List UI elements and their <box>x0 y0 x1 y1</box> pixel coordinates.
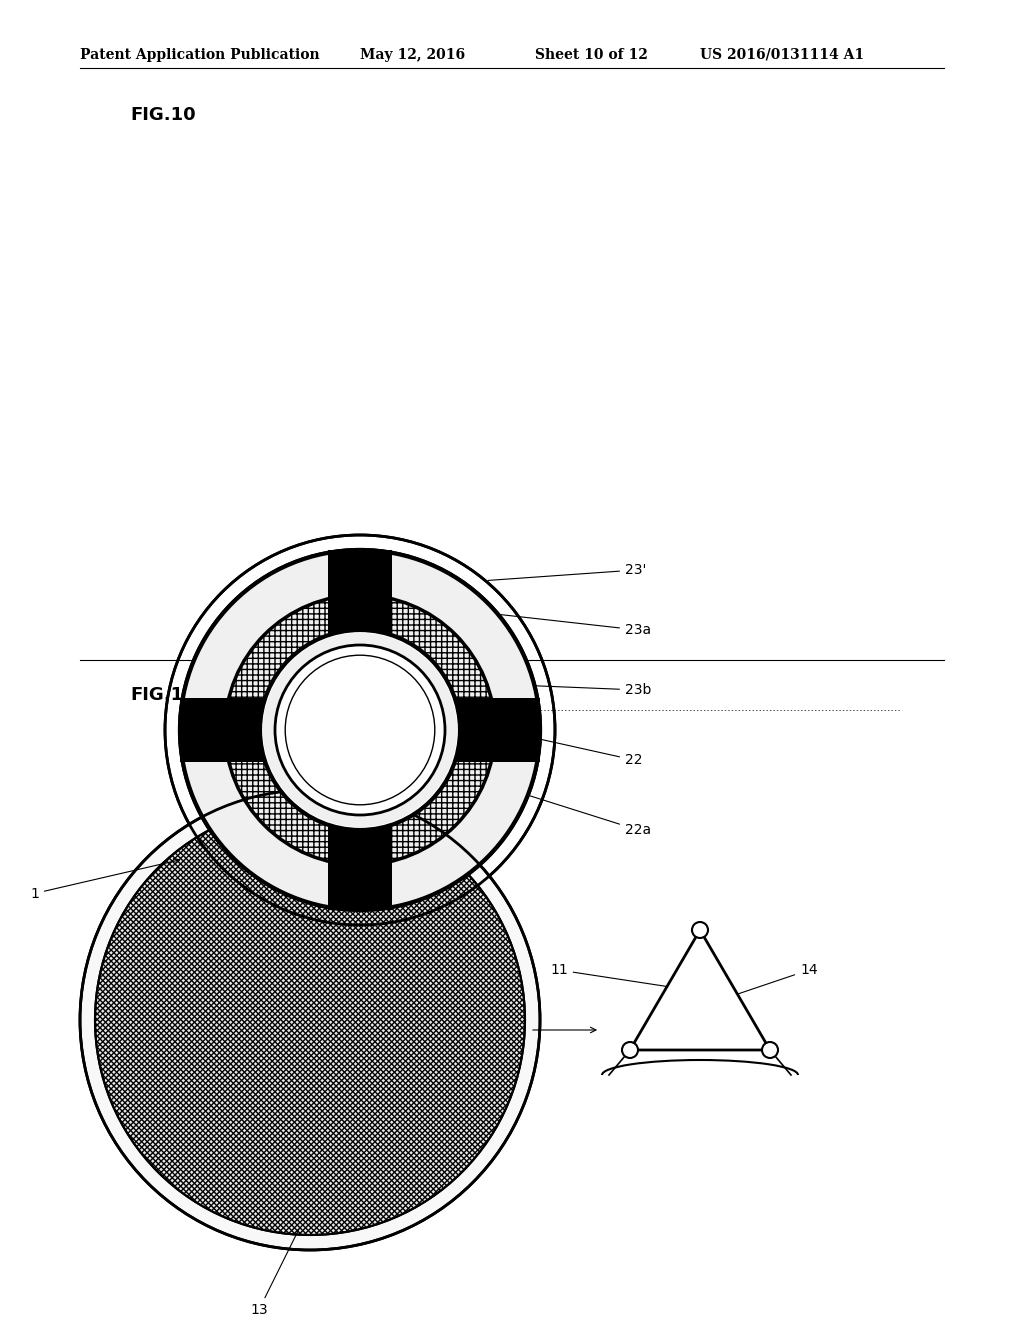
Circle shape <box>263 634 457 828</box>
Circle shape <box>762 1041 778 1059</box>
Circle shape <box>180 550 540 909</box>
Bar <box>180 698 225 762</box>
Circle shape <box>692 921 708 939</box>
Circle shape <box>260 630 460 830</box>
Text: Sheet 10 of 12: Sheet 10 of 12 <box>535 48 648 62</box>
Circle shape <box>225 595 495 865</box>
Text: 23a: 23a <box>501 615 651 638</box>
Polygon shape <box>630 931 770 1049</box>
Text: US 2016/0131114 A1: US 2016/0131114 A1 <box>700 48 864 62</box>
Bar <box>495 698 540 762</box>
Text: 13: 13 <box>250 1229 299 1317</box>
Circle shape <box>286 655 435 805</box>
Text: 22a: 22a <box>406 756 651 837</box>
Text: 14: 14 <box>723 964 817 999</box>
Bar <box>328 595 392 865</box>
Circle shape <box>95 805 525 1236</box>
Circle shape <box>180 550 540 909</box>
Circle shape <box>80 789 540 1250</box>
Text: FIG.11: FIG.11 <box>130 686 196 704</box>
Text: 23': 23' <box>488 564 646 581</box>
Bar <box>328 865 392 909</box>
Circle shape <box>275 645 445 814</box>
Circle shape <box>622 1041 638 1059</box>
Text: 11: 11 <box>550 964 687 990</box>
Text: FIG.10: FIG.10 <box>130 106 196 124</box>
Bar <box>225 698 495 762</box>
Circle shape <box>165 535 555 925</box>
Text: 22: 22 <box>462 722 642 767</box>
Text: May 12, 2016: May 12, 2016 <box>360 48 465 62</box>
Text: Patent Application Publication: Patent Application Publication <box>80 48 319 62</box>
Text: 23b: 23b <box>489 682 651 697</box>
Bar <box>328 550 392 595</box>
Text: 1: 1 <box>30 858 179 900</box>
